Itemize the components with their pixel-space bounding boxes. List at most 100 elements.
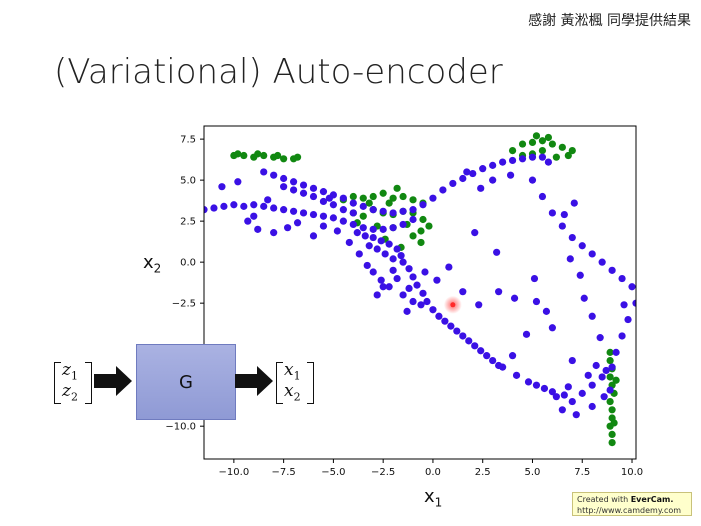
scatter-point-series-1 <box>578 389 586 397</box>
scatter-point-series-1 <box>353 229 361 237</box>
scatter-point-series-1 <box>445 263 453 271</box>
scatter-point-series-0 <box>419 215 427 224</box>
scatter-point-series-1 <box>309 192 318 201</box>
scatter-point-series-1 <box>393 274 401 283</box>
scatter-point-series-0 <box>518 140 527 148</box>
x-tick-label: 2.5 <box>475 467 491 478</box>
scatter-point-series-0 <box>608 406 616 414</box>
scatter-point-series-1 <box>389 209 397 217</box>
x-tick-label: 10.0 <box>621 467 643 478</box>
scatter-point-series-1 <box>578 242 586 250</box>
scatter-point-series-0 <box>365 199 373 207</box>
scatter-point-series-1 <box>618 332 626 340</box>
scatter-point-series-1 <box>349 220 357 229</box>
scatter-point-series-0 <box>389 194 397 202</box>
scatter-point-series-1 <box>345 238 353 247</box>
scatter-point-series-1 <box>475 301 483 309</box>
scatter-point-series-1 <box>449 179 457 188</box>
scatter-point-series-1 <box>560 391 568 399</box>
scatter-point-series-1 <box>628 283 636 291</box>
scatter-point-series-1 <box>218 183 226 191</box>
scatter-point-series-1 <box>289 178 298 186</box>
scatter-point-series-1 <box>479 165 487 173</box>
scatter-point-series-1 <box>441 317 449 325</box>
scatter-point-series-1 <box>284 224 292 232</box>
scatter-point-series-1 <box>602 366 610 375</box>
scatter-point-series-1 <box>399 258 407 266</box>
scatter-point-series-1 <box>325 194 334 202</box>
y-tick-label: 0.0 <box>180 258 196 269</box>
scatter-point-series-1 <box>471 342 479 350</box>
scatter-point-series-1 <box>389 224 397 232</box>
scatter-point-series-1 <box>381 250 389 258</box>
scatter-point-series-1 <box>588 381 596 389</box>
scatter-point-series-0 <box>280 155 288 163</box>
scatter-point-series-0 <box>606 373 614 381</box>
scatter-point-series-0 <box>369 192 377 201</box>
scatter-point-series-1 <box>293 219 302 227</box>
scatter-point-series-1 <box>606 386 614 394</box>
scatter-point-series-1 <box>598 373 606 381</box>
y-tick-label: −10.0 <box>165 422 196 433</box>
arrow-right-icon <box>235 366 273 396</box>
scatter-point-series-1 <box>369 225 377 233</box>
scatter-point-series-1 <box>254 225 262 233</box>
scatter-point-series-0 <box>528 138 537 147</box>
scatter-point-series-1 <box>528 153 537 161</box>
scatter-point-series-0 <box>610 419 618 427</box>
scatter-point-series-0 <box>359 194 367 202</box>
scatter-point-series-1 <box>493 248 501 256</box>
scatter-point-series-1 <box>548 209 556 217</box>
scatter-point-series-1 <box>552 393 560 401</box>
scatter-point-series-1 <box>568 397 576 406</box>
scatter-point-series-1 <box>471 229 479 237</box>
scatter-point-series-0 <box>393 184 401 192</box>
scatter-point-series-0 <box>240 151 248 160</box>
scatter-point-series-1 <box>584 371 592 379</box>
scatter-point-series-1 <box>405 265 413 273</box>
scatter-point-series-1 <box>220 202 228 210</box>
scatter-point-series-1 <box>598 258 606 266</box>
x-tick-label: −10.0 <box>219 467 250 478</box>
scatter-point-series-1 <box>393 245 401 253</box>
scatter-point-series-1 <box>419 201 427 209</box>
scatter-point-series-1 <box>369 268 377 276</box>
scatter-point-series-1 <box>495 288 503 296</box>
scatter-point-series-1 <box>570 199 578 207</box>
scatter-point-series-0 <box>379 189 387 197</box>
scatter-point-series-1 <box>433 276 441 284</box>
scatter-point-series-0 <box>293 153 302 161</box>
scatter-point-series-1 <box>319 188 328 196</box>
scatter-point-series-1 <box>558 222 566 230</box>
scatter-point-series-1 <box>463 168 471 176</box>
scatter-point-series-1 <box>409 297 417 306</box>
scatter-point-series-1 <box>210 204 218 212</box>
scatter-point-series-1 <box>270 204 278 212</box>
scatter-point-series-1 <box>299 209 308 217</box>
scatter-point-series-1 <box>280 206 288 214</box>
scatter-point-series-1 <box>363 261 371 270</box>
scatter-point-series-1 <box>576 271 584 279</box>
credit-note: 感謝 黃淞楓 同學提供結果 <box>528 13 691 29</box>
scatter-point-series-1 <box>339 206 347 214</box>
scatter-point-series-1 <box>379 283 387 291</box>
scatter-point-series-1 <box>397 251 405 260</box>
scatter-point-series-1 <box>544 158 553 166</box>
scatter-point-series-1 <box>459 174 467 183</box>
scatter-point-series-1 <box>377 276 385 284</box>
scatter-point-series-1 <box>260 168 268 176</box>
evercam-watermark[interactable]: Created with EverCam. http://www.camdemy… <box>572 492 692 516</box>
scatter-point-series-1 <box>560 210 568 219</box>
scatter-point-series-1 <box>600 393 608 401</box>
scatter-point-series-1 <box>389 255 397 263</box>
scatter-point-series-1 <box>542 307 551 315</box>
scatter-point-series-1 <box>309 210 318 219</box>
scatter-point-series-1 <box>365 242 373 250</box>
scatter-point-series-1 <box>355 250 363 258</box>
x-axis-label: x1 <box>424 486 443 510</box>
scatter-point-series-1 <box>459 288 467 296</box>
scatter-point-series-1 <box>508 352 517 360</box>
scatter-point-series-0 <box>612 376 620 384</box>
scatter-point-series-1 <box>299 189 308 197</box>
